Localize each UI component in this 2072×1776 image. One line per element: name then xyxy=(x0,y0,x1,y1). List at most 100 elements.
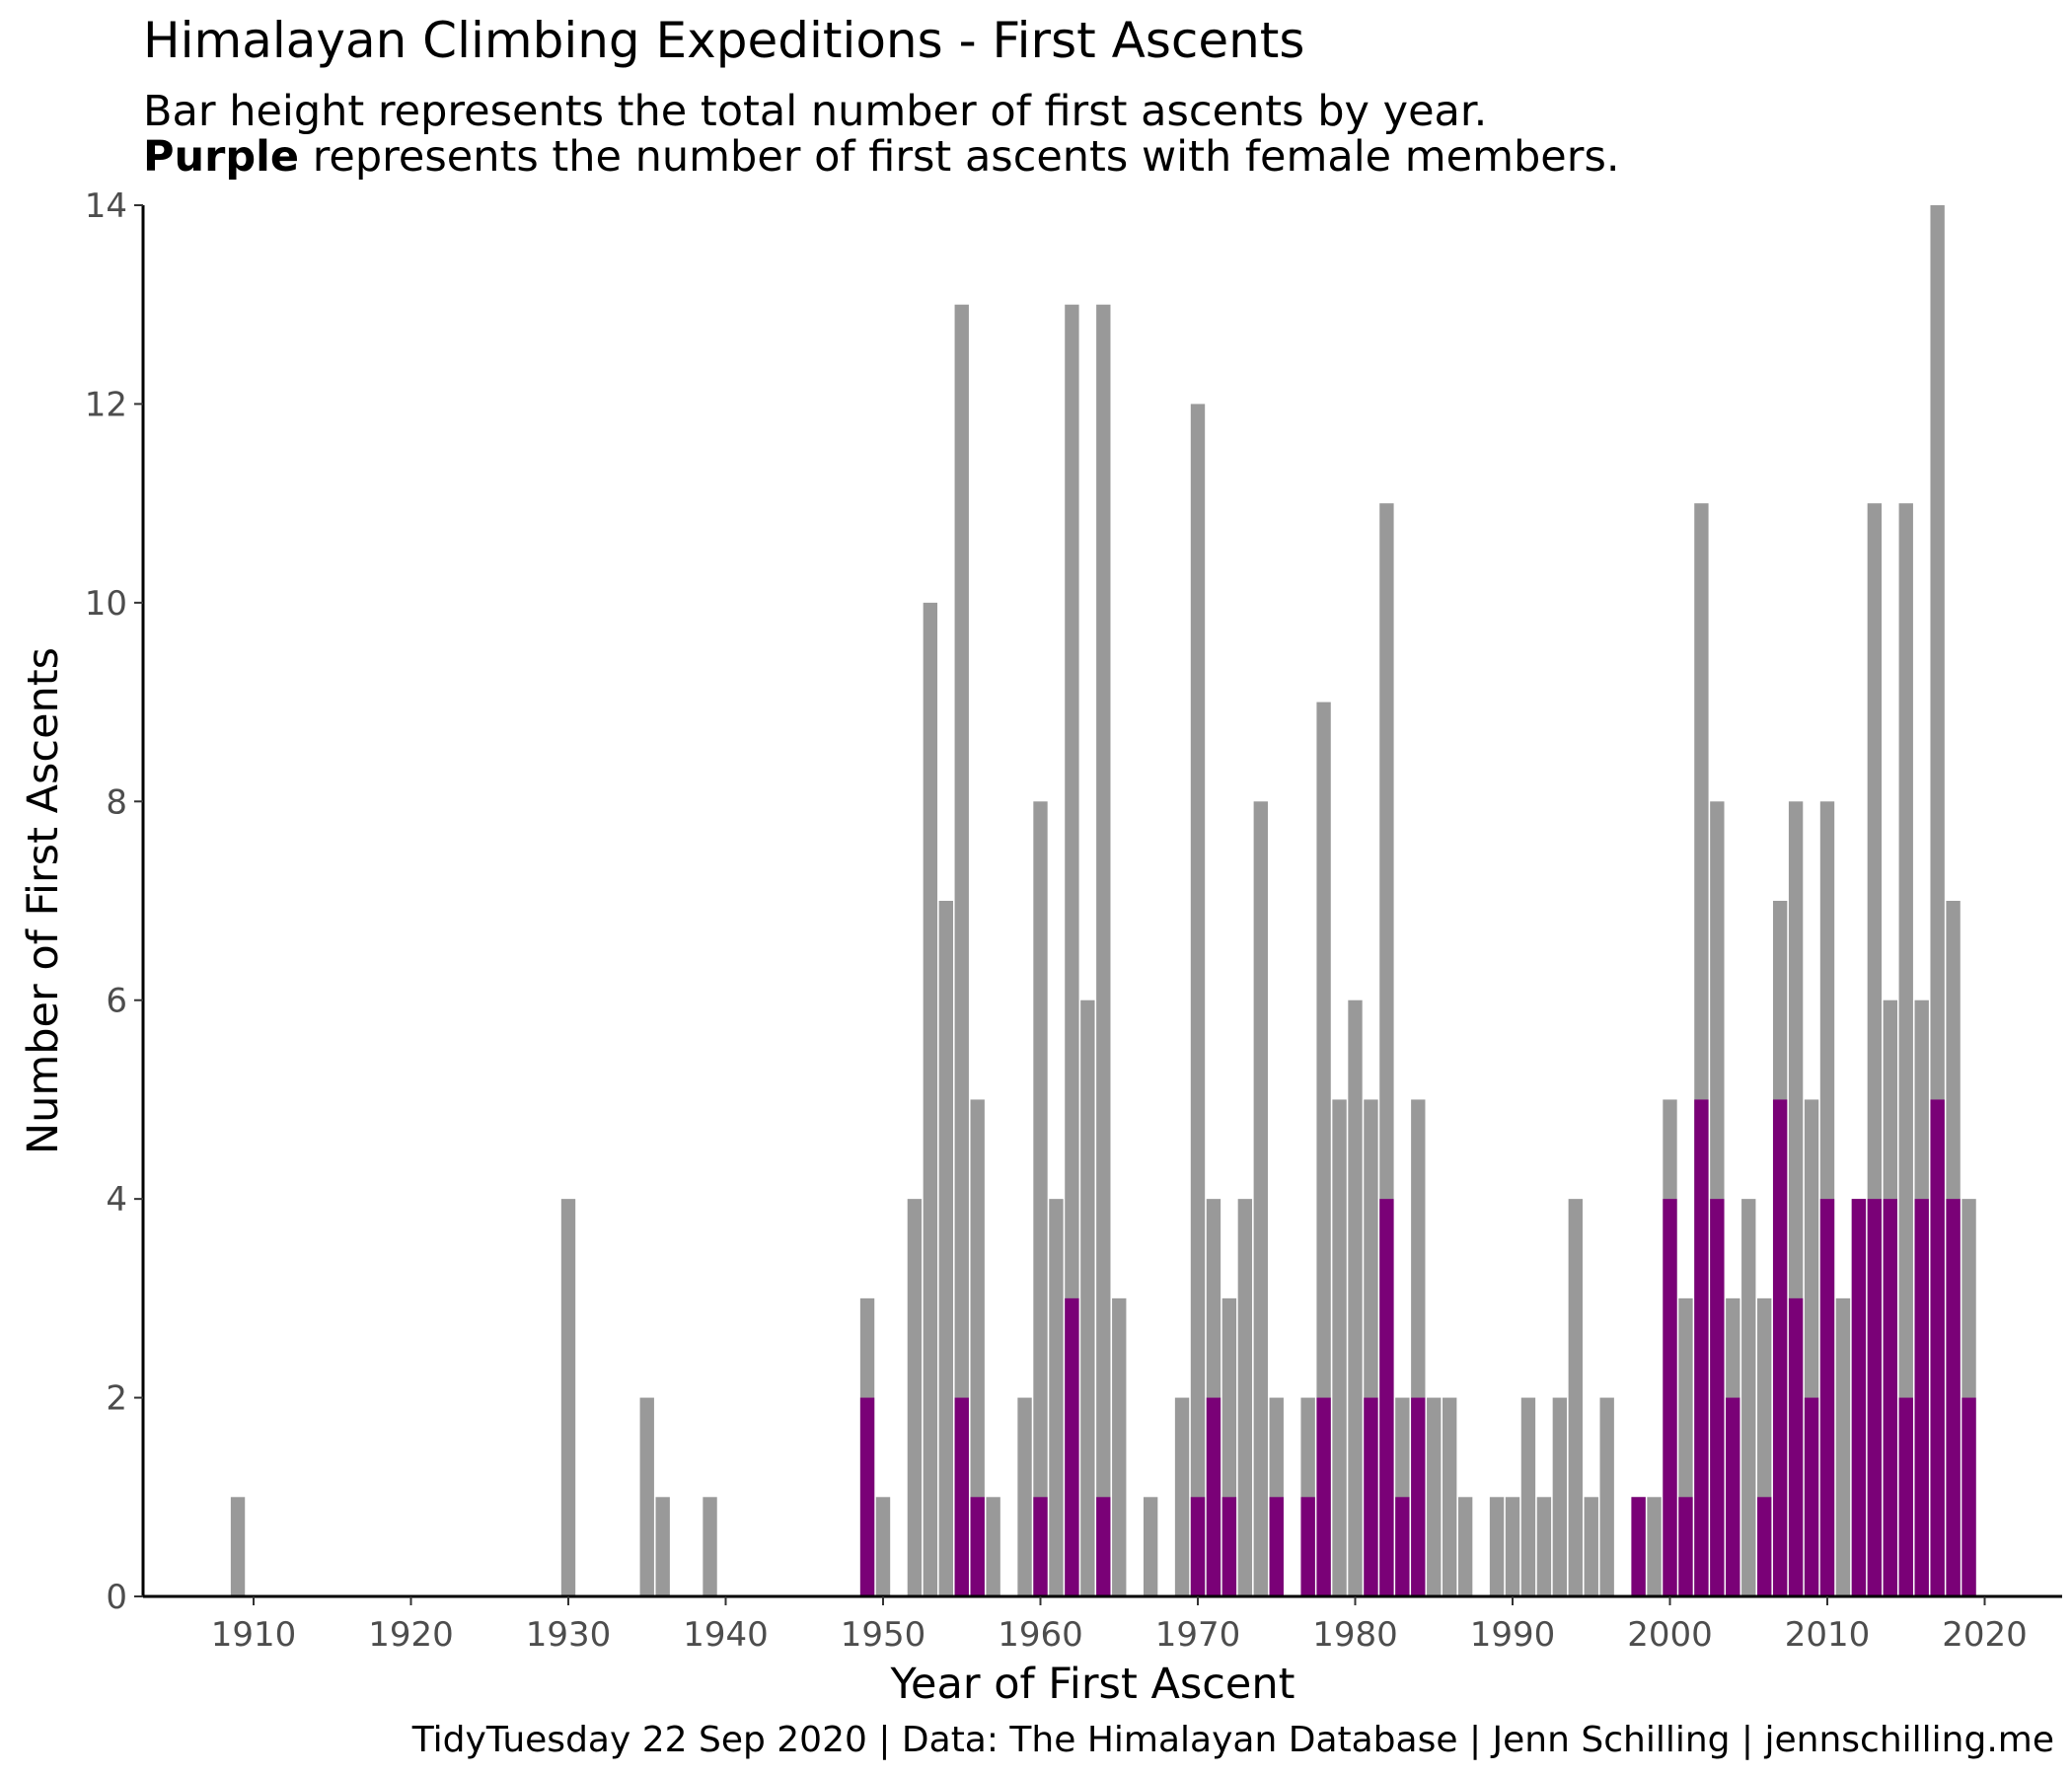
y-tick-label-6: 6 xyxy=(106,982,127,1021)
subtitle-highlight: Purple xyxy=(143,132,300,182)
female-bar-2010 xyxy=(1819,1199,1835,1596)
total-bar-1930 xyxy=(560,1199,576,1596)
y-tick-label-4: 4 xyxy=(106,1180,127,1220)
total-bar-1969 xyxy=(1174,1397,1190,1596)
female-bar-2006 xyxy=(1757,1497,1772,1596)
y-axis-title: Number of First Ascents xyxy=(19,647,68,1154)
total-bar-1964 xyxy=(1096,304,1111,1597)
total-bar-1999 xyxy=(1647,1497,1662,1596)
female-bar-2007 xyxy=(1772,1099,1788,1596)
x-tick-label-1930: 1930 xyxy=(526,1615,612,1655)
chart-title: Himalayan Climbing Expeditions - First A… xyxy=(143,12,1305,69)
female-bar-1949 xyxy=(859,1397,875,1596)
total-bar-2005 xyxy=(1741,1199,1756,1596)
total-bar-1970 xyxy=(1190,404,1206,1597)
female-bar-1971 xyxy=(1206,1397,1221,1596)
female-bar-1962 xyxy=(1065,1297,1079,1596)
female-bar-2002 xyxy=(1694,1099,1709,1596)
total-bar-1973 xyxy=(1237,1199,1253,1596)
total-bar-1985 xyxy=(1427,1397,1442,1596)
y-tick-label-12: 12 xyxy=(85,385,127,424)
female-bar-2016 xyxy=(1914,1199,1929,1596)
total-bar-1990 xyxy=(1505,1497,1520,1596)
total-bar-2011 xyxy=(1835,1297,1851,1596)
x-axis-title: Year of First Ascent xyxy=(889,1660,1295,1709)
female-bar-1972 xyxy=(1221,1497,1237,1596)
x-tick-label-2020: 2020 xyxy=(1942,1615,2028,1655)
total-bar-1991 xyxy=(1520,1397,1536,1596)
female-bars-layer xyxy=(859,1099,1976,1596)
female-bar-2017 xyxy=(1930,1099,1945,1596)
x-tick-label-1940: 1940 xyxy=(683,1615,769,1655)
total-bar-1939 xyxy=(703,1497,717,1596)
female-bar-2015 xyxy=(1898,1397,1913,1596)
y-tick-label-10: 10 xyxy=(85,584,127,624)
subtitle-line-2: Purple represents the number of first as… xyxy=(143,134,1620,180)
x-tick-label-1920: 1920 xyxy=(368,1615,454,1655)
total-bar-1959 xyxy=(1017,1397,1032,1596)
total-bar-1989 xyxy=(1489,1497,1505,1596)
female-bar-1978 xyxy=(1316,1397,1331,1596)
total-bar-1909 xyxy=(230,1497,246,1596)
female-bar-1984 xyxy=(1411,1397,1426,1596)
female-bar-1977 xyxy=(1300,1497,1315,1596)
total-bar-1955 xyxy=(954,304,969,1597)
total-bar-1960 xyxy=(1033,801,1048,1596)
female-bar-1981 xyxy=(1364,1397,1378,1596)
total-bar-1962 xyxy=(1065,304,1079,1597)
total-bar-2015 xyxy=(1898,503,1913,1596)
total-bar-1953 xyxy=(923,602,938,1596)
x-tick-label-1970: 1970 xyxy=(1155,1615,1241,1655)
y-tick-label-2: 2 xyxy=(106,1379,127,1419)
female-bar-2014 xyxy=(1883,1199,1897,1596)
total-bar-1995 xyxy=(1584,1497,1598,1596)
total-bar-1980 xyxy=(1348,999,1363,1596)
total-bar-1965 xyxy=(1112,1297,1127,1596)
total-bar-1950 xyxy=(875,1497,891,1596)
total-bar-1954 xyxy=(938,901,953,1596)
subtitle-line-2-rest: represents the number of first ascents w… xyxy=(299,132,1620,182)
female-bar-2019 xyxy=(1961,1397,1976,1596)
x-axis-ticks: 1910 1920 1930 1940 1950 1960 1970 1980 1990 2000… xyxy=(211,1596,2028,1655)
female-bar-1956 xyxy=(970,1497,985,1596)
total-bar-1974 xyxy=(1253,801,1268,1596)
female-bar-2018 xyxy=(1946,1199,1961,1596)
female-bar-2008 xyxy=(1788,1297,1804,1596)
total-bar-1979 xyxy=(1332,1099,1347,1596)
female-bar-2003 xyxy=(1710,1199,1725,1596)
x-tick-label-2000: 2000 xyxy=(1627,1615,1713,1655)
female-bar-1970 xyxy=(1190,1497,1206,1596)
female-bar-2012 xyxy=(1851,1199,1867,1596)
female-bar-1955 xyxy=(954,1397,969,1596)
total-bar-1996 xyxy=(1599,1397,1614,1596)
female-bar-2001 xyxy=(1678,1497,1693,1596)
x-tick-label-1910: 1910 xyxy=(211,1615,297,1655)
total-bar-1963 xyxy=(1080,999,1095,1596)
total-bar-1967 xyxy=(1143,1497,1158,1596)
x-tick-label-1960: 1960 xyxy=(998,1615,1083,1655)
x-tick-label-1980: 1980 xyxy=(1312,1615,1398,1655)
total-bar-1992 xyxy=(1536,1497,1552,1596)
female-bar-1964 xyxy=(1096,1497,1111,1596)
x-tick-label-2010: 2010 xyxy=(1785,1615,1871,1655)
total-bar-1935 xyxy=(639,1397,654,1596)
x-tick-label-1990: 1990 xyxy=(1470,1615,1556,1655)
female-bar-2000 xyxy=(1663,1199,1677,1596)
total-bar-1952 xyxy=(907,1199,923,1596)
chart-subtitle: Bar height represents the total number o… xyxy=(143,89,1620,180)
subtitle-line-1: Bar height represents the total number o… xyxy=(143,87,1488,136)
female-bar-1983 xyxy=(1395,1497,1410,1596)
total-bar-1987 xyxy=(1457,1497,1473,1596)
y-axis-ticks: 0 2 4 6 8 10 12 14 xyxy=(85,186,143,1617)
female-bar-2004 xyxy=(1726,1397,1740,1596)
total-bar-1956 xyxy=(970,1099,985,1596)
chart-caption: TidyTuesday 22 Sep 2020 | Data: The Hima… xyxy=(411,1720,2054,1760)
total-bar-1936 xyxy=(655,1497,670,1596)
y-tick-label-8: 8 xyxy=(106,782,127,822)
total-bar-1957 xyxy=(986,1497,1000,1596)
female-bar-1982 xyxy=(1379,1199,1394,1596)
total-bar-1993 xyxy=(1552,1397,1568,1596)
total-bar-1994 xyxy=(1568,1199,1583,1596)
y-tick-label-0: 0 xyxy=(106,1578,127,1617)
